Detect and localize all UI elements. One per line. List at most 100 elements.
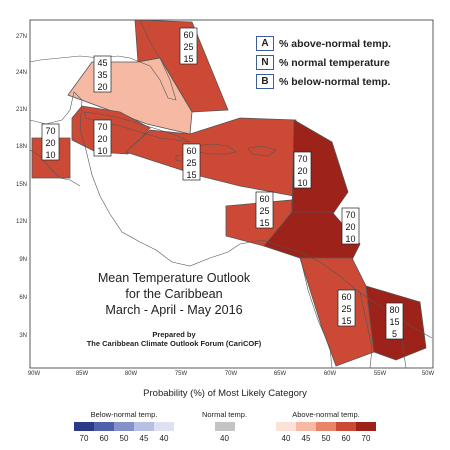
swatch: [316, 422, 336, 431]
lon-tick: 65W: [274, 371, 287, 377]
key-below: B % below-normal temp.: [256, 74, 390, 89]
prob-above: 60: [259, 194, 269, 204]
key-label: % above-normal temp.: [279, 37, 392, 50]
swatch: [276, 422, 296, 431]
colorbar-normal: Normal temp. 40: [202, 410, 247, 443]
swatch: [114, 422, 134, 431]
prob-above: 60: [186, 146, 196, 156]
prob-normal: 25: [183, 42, 193, 52]
lat-tick: 6N: [19, 295, 27, 301]
lon-tick: 60W: [324, 371, 337, 377]
lat-tick: 12N: [16, 219, 27, 225]
swatch-value: 45: [301, 434, 311, 443]
prob-box-abc: 60 25 15: [255, 191, 274, 229]
prob-normal: 15: [389, 317, 399, 327]
lon-tick: 90W: [28, 371, 41, 377]
prob-above: 45: [97, 58, 107, 68]
lon-tick: 75W: [175, 371, 188, 377]
swatch: [154, 422, 174, 431]
prob-box-bahamas: 45 35 20: [93, 55, 112, 93]
prob-normal: 25: [186, 158, 196, 168]
swatch-value: 40: [281, 434, 291, 443]
lon-tick: 50W: [422, 371, 435, 377]
colorbar-title: Probability (%) of Most Likely Category: [143, 388, 307, 399]
colorbar-below-swatches: [74, 422, 174, 431]
prepared-line: The Caribbean Climate Outlook Forum (Car…: [86, 339, 262, 348]
lat-tick: 18N: [16, 144, 27, 150]
swatch-value: 40: [220, 434, 229, 443]
prob-box-greater-antilles: 60 25 15: [182, 143, 201, 181]
swatch: [336, 422, 356, 431]
swatch-value: 45: [139, 434, 149, 443]
lat-ticks: 27N 24N 21N 18N 15N 12N 9N 6N 3N: [16, 34, 27, 339]
swatch-value: 70: [79, 434, 89, 443]
title-line: for the Caribbean: [125, 287, 223, 301]
prepared-line: Prepared by: [152, 330, 196, 339]
prob-normal: 25: [259, 206, 269, 216]
prob-box-guyana: 60 25 15: [337, 289, 356, 327]
prob-above: 70: [297, 154, 307, 164]
key-normal: N % normal temperature: [256, 55, 390, 70]
swatch-value: 50: [321, 434, 331, 443]
lat-tick: 24N: [16, 70, 27, 76]
lat-tick: 27N: [16, 34, 27, 40]
prob-normal: 20: [297, 166, 307, 176]
zone-leeward: [291, 119, 349, 219]
prob-above: 60: [341, 292, 351, 302]
prepared-by: Prepared by The Caribbean Climate Outloo…: [64, 330, 284, 348]
prob-above: 80: [389, 305, 399, 315]
key-label: % below-normal temp.: [279, 75, 391, 88]
lon-tick: 85W: [76, 371, 89, 377]
title-line: March - April - May 2016: [105, 303, 243, 317]
lat-tick: 21N: [16, 107, 27, 113]
colorbar-above-swatches: [276, 422, 376, 431]
prob-below: 10: [45, 150, 55, 160]
outlook-zones: [31, 19, 427, 367]
swatch-value: 60: [99, 434, 109, 443]
lon-ticks: 90W 85W 80W 75W 70W 65W 60W 55W 50W: [28, 371, 435, 377]
swatch-value: 50: [119, 434, 129, 443]
prob-above: 70: [345, 210, 355, 220]
prob-above: 60: [183, 30, 193, 40]
prob-below: 10: [297, 178, 307, 188]
lat-tick: 9N: [19, 257, 27, 263]
colorbar-above: Above-normal temp. 40 45 50 60 70: [276, 410, 376, 443]
lat-tick: 15N: [16, 182, 27, 188]
prob-box-florida: 60 25 15: [179, 27, 198, 65]
prob-below: 5: [392, 329, 397, 339]
title-line: Mean Temperature Outlook: [97, 271, 251, 285]
prob-normal: 20: [345, 222, 355, 232]
swatch-value: 60: [341, 434, 351, 443]
key-letter: N: [256, 55, 274, 70]
colorbar-normal-swatches: [202, 422, 247, 431]
prob-normal: 35: [97, 70, 107, 80]
swatch: [214, 422, 235, 431]
prob-below: 10: [97, 146, 107, 156]
prob-below: 15: [186, 170, 196, 180]
swatch-value: 70: [361, 434, 371, 443]
outlook-map: 90W 85W 80W 75W 70W 65W 60W 55W 50W 27N …: [16, 19, 435, 377]
colorbar-above-label: Above-normal temp.: [292, 410, 360, 419]
lon-tick: 80W: [125, 371, 138, 377]
prob-above: 70: [97, 122, 107, 132]
key-label: % normal temperature: [279, 56, 390, 69]
swatch: [134, 422, 154, 431]
key-letter: A: [256, 36, 274, 51]
colorbar-normal-label: Normal temp.: [202, 410, 248, 419]
prob-box-windward: 70 20 10: [341, 207, 360, 245]
prob-normal: 20: [45, 138, 55, 148]
prob-normal: 20: [97, 134, 107, 144]
lat-tick: 3N: [19, 333, 27, 339]
prob-box-belize: 70 20 10: [41, 123, 60, 161]
prob-below: 15: [183, 54, 193, 64]
swatch: [356, 422, 376, 431]
swatch: [94, 422, 114, 431]
swatch: [296, 422, 316, 431]
colorbar-below-label: Below-normal temp.: [90, 410, 158, 419]
map-title: Mean Temperature Outlook for the Caribbe…: [76, 270, 272, 318]
prob-box-leeward: 70 20 10: [293, 151, 312, 189]
swatch: [74, 422, 94, 431]
coastlines: [29, 19, 433, 369]
prob-below: 20: [97, 82, 107, 92]
key-letter: B: [256, 74, 274, 89]
